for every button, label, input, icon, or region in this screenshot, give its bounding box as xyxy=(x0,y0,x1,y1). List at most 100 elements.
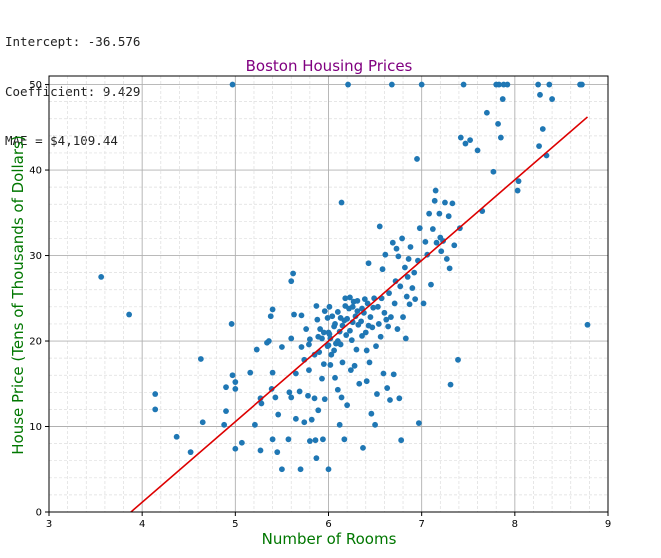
data-point xyxy=(229,372,236,379)
data-point xyxy=(253,346,260,353)
data-point xyxy=(333,340,339,347)
data-point xyxy=(414,156,420,162)
data-point xyxy=(229,81,236,88)
data-point xyxy=(354,297,361,304)
y-tick-label: 10 xyxy=(29,422,42,433)
data-point xyxy=(292,415,299,422)
intercept-text: Intercept: -36.576 xyxy=(5,34,141,49)
data-point xyxy=(402,264,408,271)
data-point xyxy=(274,449,281,456)
coefficient-text: Coefficient: 9.429 xyxy=(5,83,141,99)
data-point xyxy=(356,380,363,387)
data-point xyxy=(443,256,450,262)
data-point xyxy=(285,436,292,443)
data-point xyxy=(296,388,303,395)
data-point xyxy=(338,394,345,401)
data-point xyxy=(399,235,405,242)
data-point xyxy=(373,343,379,350)
data-point xyxy=(324,343,331,350)
data-point xyxy=(370,304,377,311)
data-point xyxy=(398,437,405,444)
data-point xyxy=(397,283,404,290)
data-point xyxy=(366,359,373,366)
data-point xyxy=(514,187,521,194)
data-point xyxy=(98,274,105,280)
x-tick-label: 8 xyxy=(512,519,518,530)
data-point xyxy=(405,256,412,262)
data-point xyxy=(584,321,591,328)
data-point xyxy=(372,421,378,428)
data-point xyxy=(379,266,386,273)
data-point xyxy=(314,316,321,323)
data-point xyxy=(339,359,346,366)
data-point xyxy=(549,96,555,102)
data-point xyxy=(288,335,295,342)
data-point xyxy=(332,321,338,327)
data-point xyxy=(308,416,315,423)
data-point xyxy=(306,438,313,444)
data-point xyxy=(449,200,456,207)
data-point xyxy=(267,313,274,320)
x-tick-label: 3 xyxy=(46,519,52,530)
data-point xyxy=(411,269,418,276)
data-point xyxy=(362,329,369,336)
data-point xyxy=(197,356,204,362)
data-point xyxy=(446,265,453,272)
data-point xyxy=(535,81,542,88)
data-point xyxy=(364,300,371,307)
y-tick-label: 50 xyxy=(29,80,42,91)
data-point xyxy=(381,309,388,316)
data-point xyxy=(334,386,341,393)
y-tick-label: 20 xyxy=(29,337,42,348)
data-point xyxy=(319,375,325,382)
data-point xyxy=(426,210,433,217)
data-point xyxy=(306,341,312,348)
data-point xyxy=(269,306,276,313)
data-point xyxy=(342,295,349,302)
data-point xyxy=(388,314,394,320)
data-point xyxy=(275,411,282,418)
data-point xyxy=(365,322,372,329)
data-point xyxy=(326,303,333,310)
data-point xyxy=(400,314,406,320)
data-point xyxy=(403,293,410,300)
data-point xyxy=(385,323,392,330)
data-point xyxy=(363,347,370,354)
data-point xyxy=(416,225,423,232)
data-point xyxy=(393,245,400,252)
data-point xyxy=(313,455,320,462)
data-point xyxy=(368,410,375,417)
data-point xyxy=(387,397,393,403)
data-point xyxy=(352,313,359,320)
data-point xyxy=(451,242,458,249)
data-point xyxy=(495,120,501,127)
x-axis-ticks: 3 4 5 6 7 8 9 xyxy=(46,512,611,530)
data-point xyxy=(298,344,305,350)
data-point xyxy=(286,389,293,396)
data-point xyxy=(238,439,245,446)
data-point xyxy=(344,315,351,322)
data-point xyxy=(311,395,318,402)
data-point xyxy=(420,300,427,307)
data-point xyxy=(223,408,229,415)
data-point xyxy=(334,309,341,315)
data-point xyxy=(306,367,312,373)
data-point xyxy=(331,347,337,354)
y-tick-label: 30 xyxy=(29,251,42,262)
y-axis-label: House Price (Tens of Thousands of Dollar… xyxy=(9,135,27,454)
data-point xyxy=(305,392,311,399)
data-point xyxy=(290,270,296,277)
data-point xyxy=(407,244,414,250)
x-tick-label: 9 xyxy=(605,519,611,530)
data-point xyxy=(436,210,443,217)
data-point xyxy=(321,308,328,314)
data-point xyxy=(152,406,159,413)
data-point xyxy=(319,335,325,342)
data-point xyxy=(347,327,353,334)
data-point xyxy=(338,199,345,206)
data-point xyxy=(320,361,327,367)
data-point xyxy=(320,329,327,336)
data-point xyxy=(431,197,438,204)
data-point xyxy=(223,384,229,391)
